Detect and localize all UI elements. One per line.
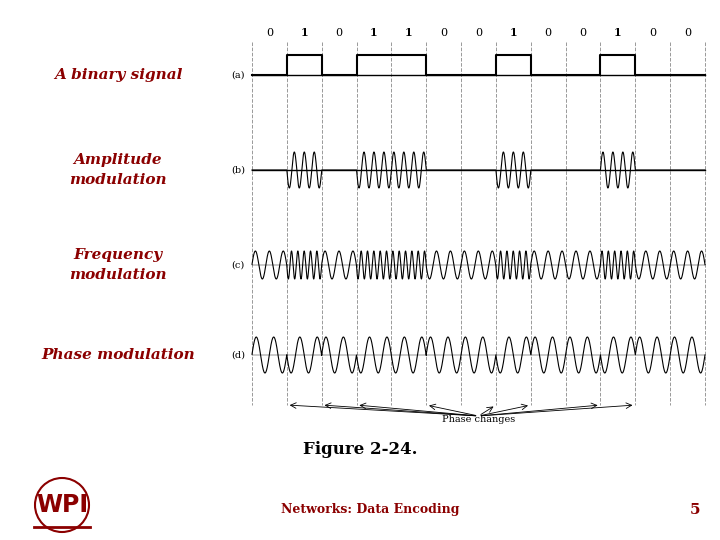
Text: 1: 1 (510, 27, 517, 38)
Text: 0: 0 (336, 28, 343, 38)
Text: 0: 0 (475, 28, 482, 38)
Text: (c): (c) (232, 260, 245, 269)
Text: Phase changes: Phase changes (442, 415, 515, 424)
Text: 0: 0 (266, 28, 273, 38)
Text: 1: 1 (614, 27, 621, 38)
Text: 0: 0 (580, 28, 587, 38)
Text: 0: 0 (544, 28, 552, 38)
Text: Phase modulation: Phase modulation (41, 348, 195, 362)
Text: (a): (a) (232, 71, 245, 79)
Text: 5: 5 (690, 503, 701, 517)
Text: 0: 0 (649, 28, 657, 38)
Text: 1: 1 (370, 27, 378, 38)
Text: 1: 1 (300, 27, 308, 38)
Text: (d): (d) (231, 350, 245, 360)
Text: Frequency
modulation: Frequency modulation (69, 248, 167, 282)
Text: Networks: Data Encoding: Networks: Data Encoding (281, 503, 459, 516)
Text: A binary signal: A binary signal (54, 68, 182, 82)
Text: 1: 1 (405, 27, 413, 38)
Text: Figure 2-24.: Figure 2-24. (302, 442, 418, 458)
Text: WPI: WPI (36, 493, 88, 517)
Text: 0: 0 (440, 28, 447, 38)
Text: (b): (b) (231, 165, 245, 174)
Text: 0: 0 (684, 28, 691, 38)
Text: Amplitude
modulation: Amplitude modulation (69, 153, 167, 187)
